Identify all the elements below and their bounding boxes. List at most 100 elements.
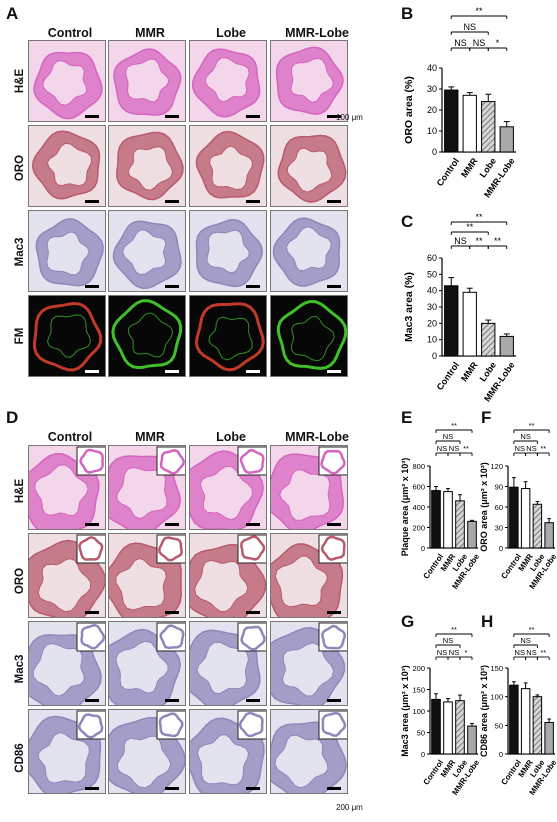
chart-C-ytick-label: 30 [427, 302, 437, 312]
chart-G-sig-label: * [465, 648, 468, 657]
panel-d-row-he: H&E [14, 478, 26, 504]
panel-label-d: D [6, 408, 19, 427]
chart-H-bar-lobe [532, 696, 543, 755]
chart-H-sig-bracket [513, 656, 527, 660]
chart-B-sig-bracket [450, 15, 508, 19]
chart-F-sig-bracket [513, 429, 550, 433]
chart-G-sig-label: NS [437, 648, 447, 657]
panel-a-image-oro-mmr [108, 125, 186, 207]
panel-d-scale-label: 200 μm [336, 803, 363, 812]
panel-d-image-oro-mmr [108, 533, 186, 618]
panel-a-col-mmr: MMR [135, 26, 165, 40]
chart-C-sig-bracket [450, 245, 471, 249]
panel-d-col-mmr-lobe: MMR-Lobe [285, 430, 349, 444]
chart-G-sig-bracket [435, 656, 449, 660]
panel-d-image-he-mmr [108, 445, 186, 530]
chart-C-sig-label: ** [494, 236, 502, 246]
chart-G-errorbar [434, 693, 438, 700]
chart-B-errorbar [448, 86, 455, 91]
chart-B-category-label: MMR [459, 156, 480, 180]
chart-F-sig-bracket [513, 440, 538, 444]
chart-H-sig-bracket [525, 656, 538, 660]
chart-F-errorbar [535, 501, 540, 505]
chart-F-sig-bracket [525, 452, 538, 456]
chart-C-sig-label: ** [475, 236, 483, 246]
chart-G-ytick-label: 100 [412, 707, 425, 716]
chart-H-errorbar [523, 682, 528, 689]
chart-E-ytick-label: 400 [412, 503, 425, 512]
chart-C-errorbar [503, 333, 510, 337]
chart-B-ytick-label: 10 [427, 126, 437, 136]
chart-F-ytick-label: 0 [499, 544, 503, 553]
panel-a-image-mac3-mmr [108, 210, 186, 292]
chart-E-errorbar [446, 488, 450, 492]
chart-E-ylabel: Plaque area (μm² x 10³) [400, 458, 410, 557]
panel-label-b: B [401, 4, 414, 23]
chart-F-ytick-label: 30 [495, 524, 503, 533]
panel-d-col-control: Control [47, 430, 93, 444]
chart-C-sig-bracket [487, 245, 508, 249]
panel-d-image-he-control [28, 445, 106, 530]
chart-G-ytick-label: 0 [421, 750, 425, 759]
chart-E-sig-bracket [447, 452, 461, 456]
panel-a-image-fm-lobe [189, 295, 267, 377]
chart-E-errorbar [470, 519, 474, 522]
chart-C-sig-label: ** [466, 222, 474, 232]
chart-B-errorbar [503, 121, 510, 127]
chart-E-sig-bracket [459, 452, 473, 456]
chart-E-sig-bracket [435, 440, 461, 444]
panel-d-image-oro-lobe [189, 533, 267, 618]
panel-d-col-lobe: Lobe [216, 430, 246, 444]
chart-G-sig-label: ** [451, 625, 457, 634]
chart-C-bar-mmr [462, 291, 477, 357]
panel-a-image-mac3-lobe [189, 210, 267, 292]
chart-E-bar-mmr [443, 491, 453, 549]
chart-E-ytick-label: 600 [412, 483, 425, 492]
panel-d-image-mac3-lobe [189, 621, 267, 706]
chart-B-sig-bracket [450, 31, 489, 35]
chart-F-ytick-label: 120 [490, 462, 503, 471]
chart-C-sig-bracket [450, 221, 508, 225]
chart-C-ytick-label: 0 [432, 351, 437, 361]
panel-label-f: F [481, 408, 492, 427]
chart-B-ytick-label: 30 [427, 84, 437, 94]
chart-E-errorbar [434, 486, 438, 491]
chart-H-errorbar [547, 718, 551, 723]
chart-F-bar-control [509, 486, 519, 549]
panel-a-col-control: Control [47, 26, 93, 40]
panel-a-image-he-lobe [189, 40, 267, 122]
chart-C-sig-label: NS [454, 236, 467, 246]
panel-d-image-oro-mmr-lobe [270, 533, 348, 618]
chart-B-bar-lobe [481, 101, 496, 153]
chart-F-ytick-label: 60 [495, 503, 503, 512]
chart-H-ytick-label: 50 [495, 721, 503, 730]
chart-H-sig-bracket [513, 644, 538, 648]
chart-G-bar-lobe [455, 700, 465, 755]
chart-F-sig-label: ** [529, 421, 535, 430]
panel-a-row-mac3: Mac3 [14, 237, 26, 267]
chart-H-bar-control [509, 684, 519, 755]
chart-H-sig-label: NS [520, 636, 530, 645]
chart-H-errorbar [512, 681, 516, 686]
chart-H-sig-label: NS [526, 648, 536, 657]
chart-H-sig-label: NS [515, 648, 525, 657]
panel-label-e: E [401, 408, 413, 427]
chart-G-ytick-label: 50 [417, 729, 425, 738]
chart-B-bar-control [444, 89, 459, 153]
chart-C-ytick-label: 40 [427, 286, 437, 296]
chart-B-sig-label: NS [463, 22, 476, 32]
chart-C-ytick-label: 10 [427, 335, 437, 345]
chart-C-ylabel: Mac3 area (%) [403, 272, 415, 342]
panel-label-g: G [401, 612, 415, 631]
panel-d-row-cd86: CD86 [14, 743, 26, 773]
chart-F-sig-label: NS [520, 432, 530, 441]
chart-C-bar-mmr-lobe [499, 335, 514, 357]
panel-a-scale-label: 100 μm [336, 113, 363, 122]
chart-C-bar-lobe [481, 322, 496, 357]
chart-F-sig-bracket [536, 452, 550, 456]
chart-E-sig-bracket [435, 429, 473, 433]
